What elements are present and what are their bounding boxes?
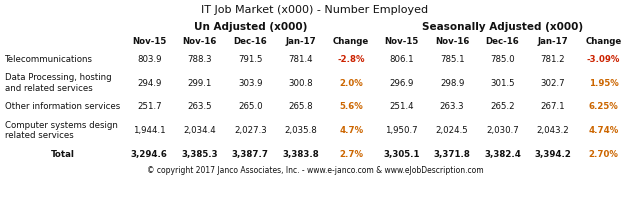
Text: 265.2: 265.2 [490, 102, 515, 111]
Text: 3,394.2: 3,394.2 [535, 150, 571, 159]
Text: 785.0: 785.0 [490, 55, 515, 64]
Text: 251.7: 251.7 [137, 102, 162, 111]
Text: 2.7%: 2.7% [339, 150, 363, 159]
Text: IT Job Market (x000) - Number Employed: IT Job Market (x000) - Number Employed [202, 5, 428, 15]
Text: 3,294.6: 3,294.6 [131, 150, 168, 159]
Text: 2,030.7: 2,030.7 [486, 126, 519, 135]
Text: 302.7: 302.7 [541, 79, 565, 88]
Text: 781.2: 781.2 [541, 55, 565, 64]
Text: -2.8%: -2.8% [338, 55, 365, 64]
Text: Nov-16: Nov-16 [183, 38, 217, 46]
Text: 265.8: 265.8 [289, 102, 313, 111]
Text: 303.9: 303.9 [238, 79, 263, 88]
Text: Dec-16: Dec-16 [233, 38, 267, 46]
Text: 296.9: 296.9 [389, 79, 414, 88]
Text: 1.95%: 1.95% [588, 79, 619, 88]
Text: Nov-15: Nov-15 [132, 38, 166, 46]
Text: 1,950.7: 1,950.7 [386, 126, 418, 135]
Text: 265.0: 265.0 [238, 102, 263, 111]
Text: Un Adjusted (x000): Un Adjusted (x000) [193, 22, 307, 32]
Text: Change: Change [333, 38, 369, 46]
Text: 1,944.1: 1,944.1 [133, 126, 166, 135]
Text: 788.3: 788.3 [188, 55, 212, 64]
Text: 294.9: 294.9 [137, 79, 161, 88]
Text: 806.1: 806.1 [389, 55, 414, 64]
Text: 2,035.8: 2,035.8 [284, 126, 317, 135]
Text: Change: Change [585, 38, 622, 46]
Text: 298.9: 298.9 [440, 79, 464, 88]
Text: Data Processing, hosting
and related services: Data Processing, hosting and related ser… [5, 73, 112, 93]
Text: Nov-16: Nov-16 [435, 38, 469, 46]
Text: Dec-16: Dec-16 [486, 38, 520, 46]
Text: 4.7%: 4.7% [339, 126, 364, 135]
Text: 803.9: 803.9 [137, 55, 161, 64]
Text: 3,371.8: 3,371.8 [433, 150, 471, 159]
Text: 3,382.4: 3,382.4 [484, 150, 521, 159]
Text: 3,385.3: 3,385.3 [181, 150, 218, 159]
Text: 3,383.8: 3,383.8 [282, 150, 319, 159]
Text: Seasonally Adjusted (x000): Seasonally Adjusted (x000) [422, 22, 583, 32]
Text: 301.5: 301.5 [490, 79, 515, 88]
Text: 5.6%: 5.6% [340, 102, 363, 111]
Text: 2,027.3: 2,027.3 [234, 126, 266, 135]
Text: Other information services: Other information services [5, 102, 120, 111]
Text: Total: Total [51, 150, 74, 159]
Text: 263.5: 263.5 [188, 102, 212, 111]
Text: Jan-17: Jan-17 [285, 38, 316, 46]
Text: 300.8: 300.8 [289, 79, 313, 88]
Text: 3,305.1: 3,305.1 [384, 150, 420, 159]
Text: Jan-17: Jan-17 [537, 38, 568, 46]
Text: 263.3: 263.3 [440, 102, 464, 111]
Text: 3,387.7: 3,387.7 [232, 150, 269, 159]
Text: 299.1: 299.1 [188, 79, 212, 88]
Text: 2.0%: 2.0% [340, 79, 363, 88]
Text: 251.4: 251.4 [389, 102, 414, 111]
Text: 785.1: 785.1 [440, 55, 464, 64]
Text: Computer systems design
related services: Computer systems design related services [5, 121, 118, 140]
Text: 4.74%: 4.74% [588, 126, 619, 135]
Text: © copyright 2017 Janco Associates, Inc. - www.e-janco.com & www.eJobDescription.: © copyright 2017 Janco Associates, Inc. … [147, 166, 483, 175]
Text: -3.09%: -3.09% [587, 55, 620, 64]
Text: 267.1: 267.1 [541, 102, 565, 111]
Text: 781.4: 781.4 [289, 55, 313, 64]
Text: 791.5: 791.5 [238, 55, 263, 64]
Text: 6.25%: 6.25% [588, 102, 619, 111]
Text: 2.70%: 2.70% [588, 150, 619, 159]
Text: 2,034.4: 2,034.4 [183, 126, 216, 135]
Text: 2,043.2: 2,043.2 [537, 126, 570, 135]
Text: Nov-15: Nov-15 [384, 38, 419, 46]
Text: 2,024.5: 2,024.5 [436, 126, 469, 135]
Text: Telecommunications: Telecommunications [5, 55, 93, 64]
